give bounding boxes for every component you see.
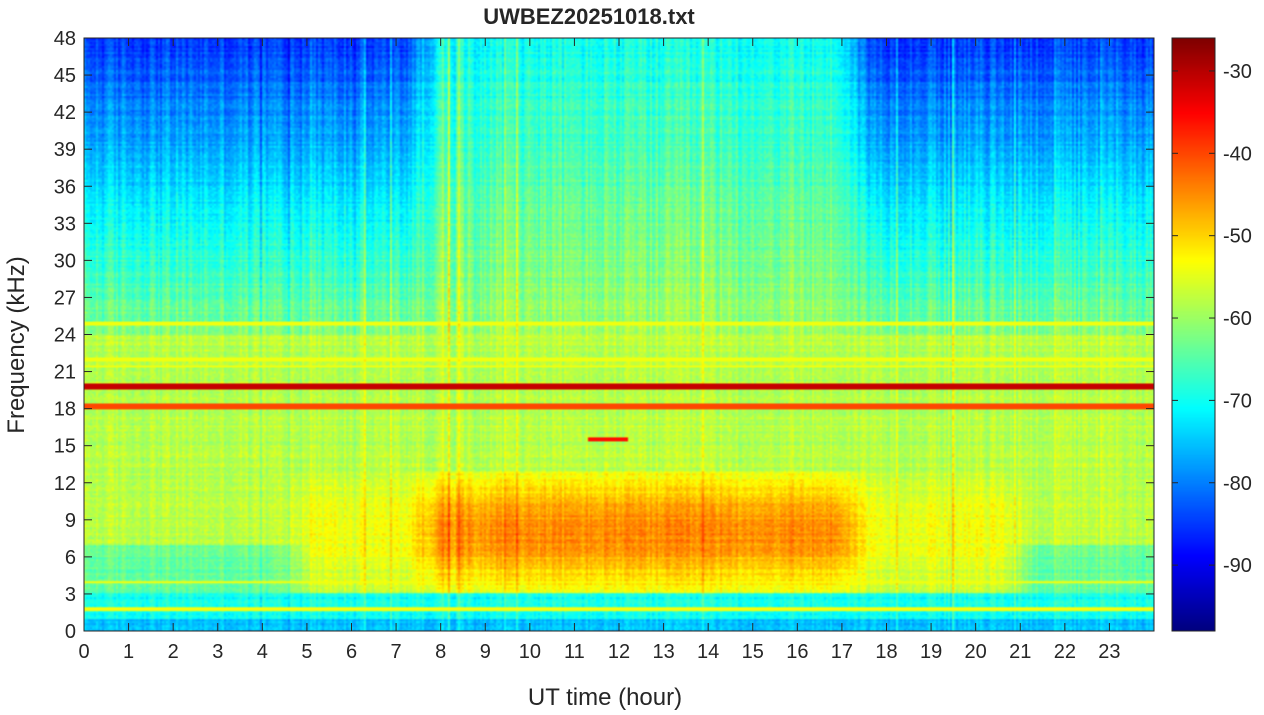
y-tick-label: 48 <box>54 28 76 50</box>
y-tick-label: 21 <box>54 362 76 384</box>
x-tick-label: 20 <box>965 641 987 663</box>
x-tick-label: 7 <box>391 641 402 663</box>
x-tick-label: 14 <box>697 641 719 663</box>
colorbar-tick-label: -40 <box>1223 143 1252 165</box>
x-tick-label: 23 <box>1098 641 1120 663</box>
spectrogram-heatmap <box>84 38 1154 631</box>
y-tick-label: 15 <box>54 436 76 458</box>
x-tick-label: 10 <box>519 641 541 663</box>
colorbar-ticks: -90 -80 -70 -60 -50 -40 -30 <box>1172 61 1252 577</box>
y-tick-label: 18 <box>54 399 76 421</box>
y-tick-label: 6 <box>65 547 76 569</box>
x-tick-label: 11 <box>564 641 585 663</box>
colorbar-tick-label: -70 <box>1223 390 1252 412</box>
y-tick-label: 33 <box>54 213 76 235</box>
colorbar-tick-label: -50 <box>1223 226 1252 248</box>
x-tick-label: 4 <box>257 641 268 663</box>
y-tick-label: 27 <box>54 287 76 309</box>
x-tick-label: 15 <box>742 641 764 663</box>
x-tick-label: 13 <box>652 641 674 663</box>
y-tick-label: 12 <box>54 473 76 495</box>
colorbar: -90 -80 -70 -60 -50 -40 -30 <box>1171 37 1252 632</box>
x-tick-label: 2 <box>168 641 179 663</box>
x-tick-label: 6 <box>346 641 357 663</box>
y-tick-label: 9 <box>65 510 76 532</box>
colorbar-frame <box>1171 37 1216 632</box>
x-tick-label: 5 <box>301 641 312 663</box>
chart-title: UWBEZ20251018.txt <box>483 4 695 29</box>
y-tick-label: 0 <box>65 621 76 643</box>
x-tick-label: 12 <box>608 641 630 663</box>
colorbar-tick-label: -60 <box>1223 308 1252 330</box>
y-tick-label: 45 <box>54 65 76 87</box>
x-tick-label: 9 <box>480 641 491 663</box>
y-tick-label: 3 <box>65 584 76 606</box>
colorbar-tick-label: -80 <box>1223 473 1252 495</box>
x-tick-label: 21 <box>1009 641 1031 663</box>
x-tick-label: 1 <box>123 641 134 663</box>
x-tick-label: 16 <box>786 641 808 663</box>
x-tick-label: 18 <box>875 641 897 663</box>
colorbar-tick-label: -30 <box>1223 61 1252 83</box>
colorbar-gradient <box>1172 38 1215 631</box>
colorbar-tick-label: -90 <box>1223 555 1252 577</box>
x-tick-label: 17 <box>831 641 853 663</box>
y-tick-label: 39 <box>54 139 76 161</box>
spectrogram-plot-area <box>83 37 1155 632</box>
y-tick-label: 42 <box>54 102 76 124</box>
x-tick-label: 3 <box>212 641 223 663</box>
x-tick-label: 19 <box>920 641 942 663</box>
x-tick-label: 0 <box>78 641 89 663</box>
y-tick-label: 36 <box>54 176 76 198</box>
x-axis: 0 1 2 3 4 5 6 7 8 9 10 11 12 13 14 15 16 17 18 19 20 21 22 23 <box>78 38 1121 663</box>
y-axis-label: Frequency (kHz) <box>3 256 30 433</box>
x-tick-label: 22 <box>1054 641 1076 663</box>
y-tick-label: 24 <box>54 325 76 347</box>
x-tick-label: 8 <box>435 641 446 663</box>
y-tick-label: 30 <box>54 250 76 272</box>
x-axis-label: UT time (hour) <box>528 684 682 711</box>
